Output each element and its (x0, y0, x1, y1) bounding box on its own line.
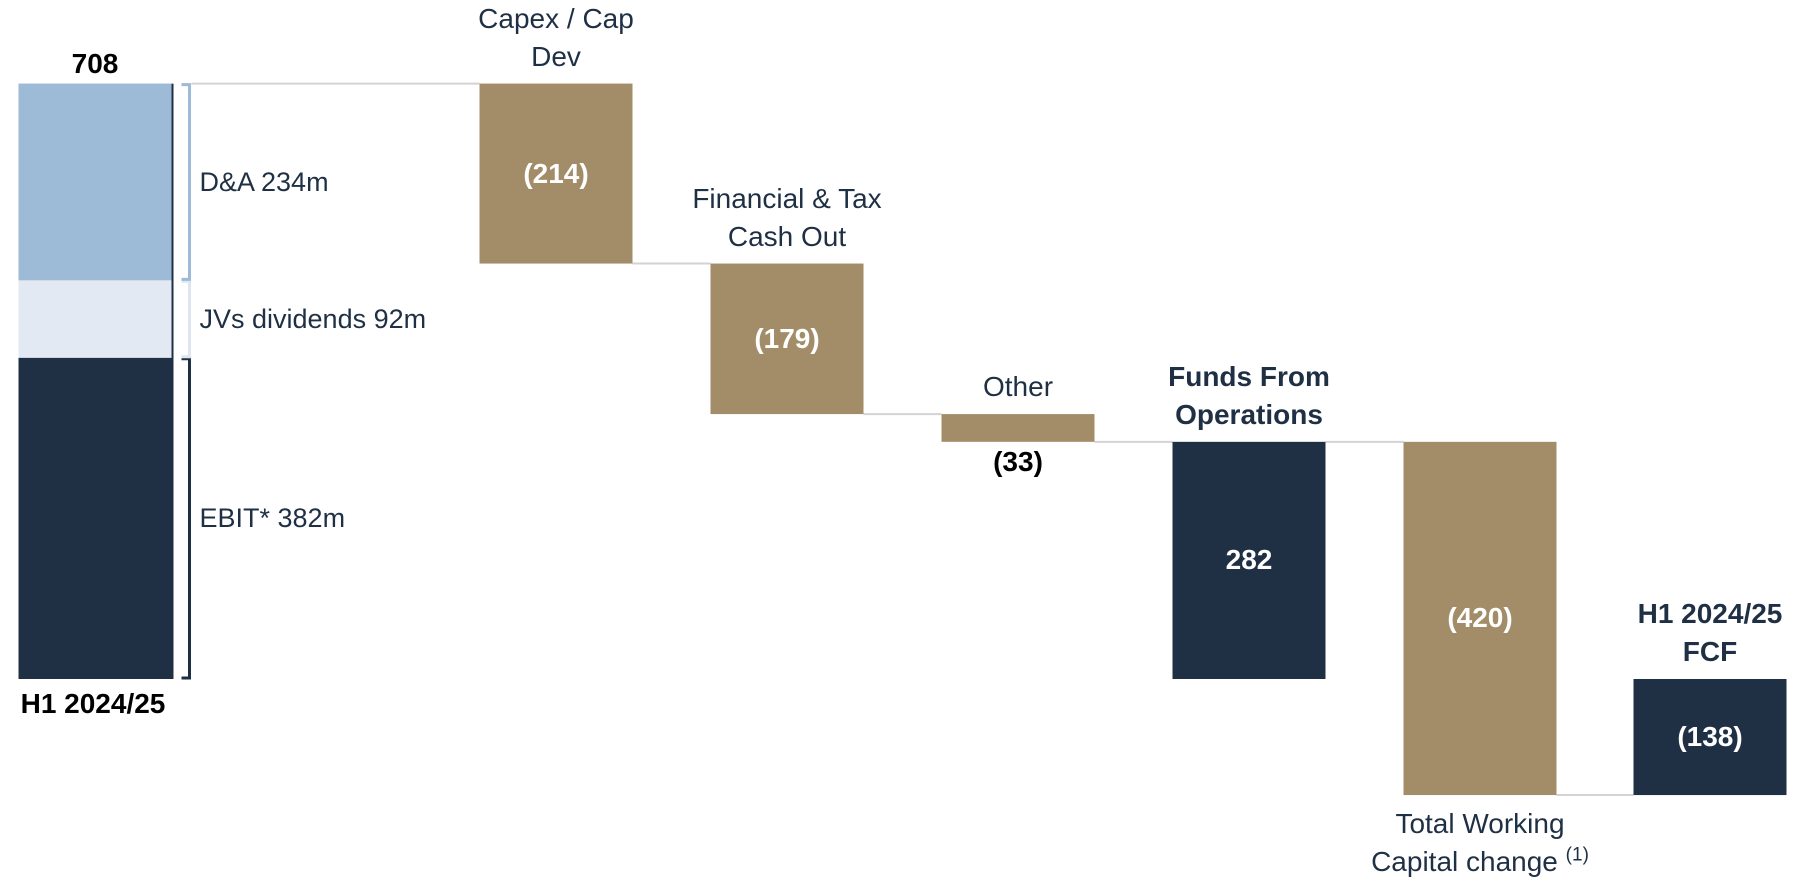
bar (1633, 679, 1787, 796)
breakdown-label: JVs dividends 92m (199, 304, 427, 335)
value-label: (138) (1677, 721, 1743, 753)
value-label: 282 (1225, 544, 1273, 576)
category-text: Funds From Operations (1168, 360, 1330, 430)
category-text: H1 2024/25 FCF (1637, 598, 1783, 667)
category-label: H1 2024/25 FCF (1620, 595, 1800, 671)
value-label: (420) (1447, 602, 1513, 634)
category-label: Total Working Capital change (1) (1370, 805, 1590, 881)
stack-segment (18, 280, 172, 358)
category-label: Financial & Tax Cash Out (680, 180, 895, 256)
value-label: (179) (754, 322, 820, 354)
category-label: Capex / Cap Dev (456, 0, 656, 76)
bar (710, 263, 864, 415)
bar (1403, 441, 1557, 796)
category-label: Funds From Operations (1142, 358, 1357, 434)
bar (941, 414, 1095, 442)
breakdown-label: EBIT* 382m (199, 503, 346, 534)
category-text: Total Working Capital change (1371, 808, 1565, 878)
value-label: 708 (71, 47, 119, 79)
bracket (181, 83, 191, 281)
value-label: (33) (993, 445, 1043, 477)
category-text: Capex / Cap Dev (478, 2, 634, 72)
stack-segment (18, 357, 172, 679)
bracket (181, 357, 191, 680)
bar (1172, 441, 1326, 679)
category-text: Other (982, 371, 1054, 403)
category-text: H1 2024/25 (20, 688, 166, 719)
value-label: (214) (523, 157, 589, 189)
stack-segment (18, 83, 172, 281)
footnote: (1) (1565, 844, 1589, 866)
category-text: Financial & Tax Cash Out (692, 182, 882, 252)
breakdown-label: D&A 234m (199, 166, 329, 197)
category-label: H1 2024/25 (3, 685, 183, 723)
bar (479, 83, 633, 264)
bracket (181, 279, 191, 359)
category-label: Other (918, 368, 1118, 406)
